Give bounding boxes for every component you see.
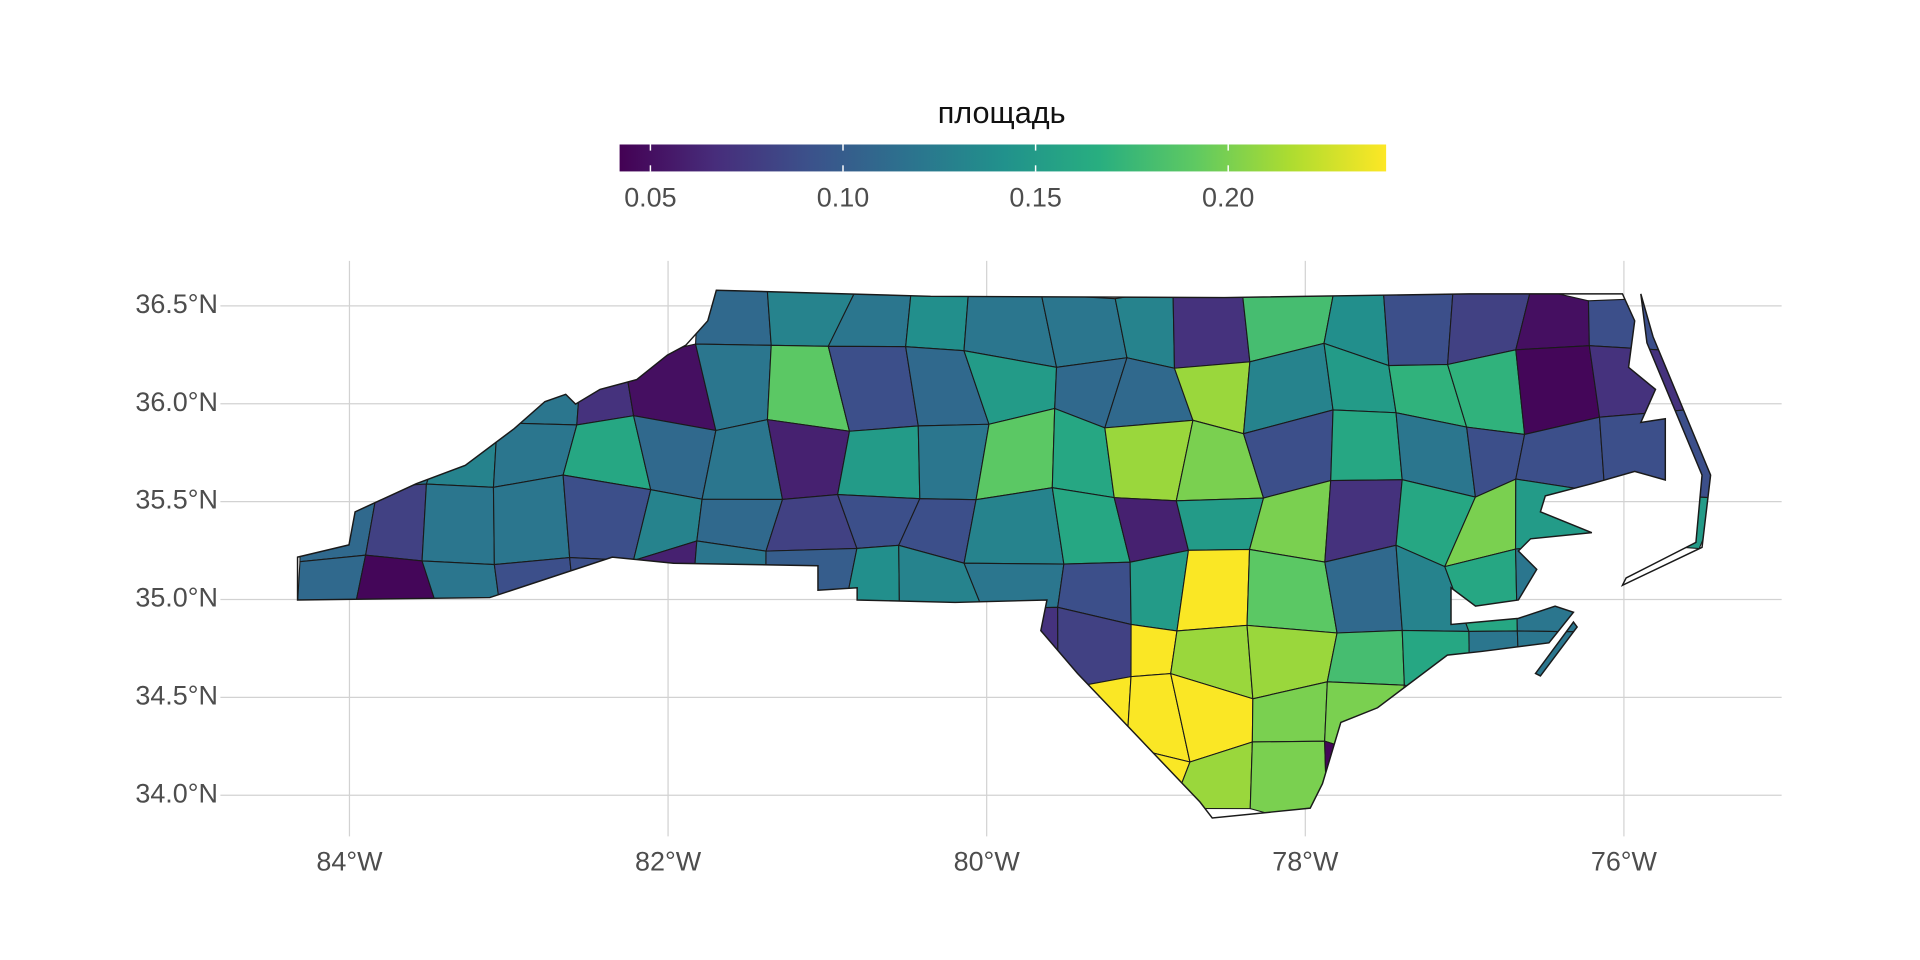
y-tick-label: 35.5°N [135,485,218,515]
county [364,483,427,562]
x-tick-label: 80°W [954,846,1021,876]
colorbar-label: 0.20 [1202,183,1254,213]
x-tick-label: 76°W [1591,846,1658,876]
county [1324,681,1406,762]
county [1468,630,1520,700]
legend: 0.05 0.10 0.15 0.20 [619,144,1387,213]
county [576,359,635,426]
legend-title: площадь [938,96,1066,130]
county [492,474,571,566]
county [1587,294,1711,354]
colorbar-label: 0.05 [624,183,676,213]
county [421,483,495,566]
county [493,556,577,617]
county [1326,629,1405,686]
y-tick-label: 35.0°N [135,583,218,613]
colorbar-label: 0.10 [817,183,869,213]
county [1040,293,1128,368]
county [1172,290,1251,369]
county [1324,740,1393,818]
county [963,487,1065,565]
colorbar [619,144,1387,172]
x-tick-label: 78°W [1272,846,1339,876]
x-tick-label: 82°W [635,846,702,876]
county [694,290,772,346]
county [1249,740,1328,818]
county [1176,548,1251,632]
county [299,475,379,563]
state-outline [296,289,1712,819]
county [689,540,767,632]
county [1515,478,1607,550]
y-tick-label: 36.5°N [135,289,218,319]
county [981,606,1059,700]
x-tick-label: 84°W [316,846,383,876]
county [1130,623,1178,678]
counties [297,290,1711,818]
state-border [296,289,1667,819]
county [1246,548,1338,634]
state-border [1620,293,1712,587]
y-tick-label: 34.5°N [135,680,218,710]
county [421,560,502,630]
county [425,422,498,488]
county [1109,745,1191,818]
county [1515,541,1614,633]
county [496,350,582,426]
y-tick-label: 34.0°N [135,778,218,808]
county [1057,675,1132,754]
county [297,554,367,631]
state-border [1534,620,1579,677]
county [1175,497,1265,551]
county [350,411,445,488]
county [836,425,921,500]
colorbar-label: 0.15 [1009,183,1061,213]
county [1516,630,1614,681]
county [765,547,858,632]
y-tick-label: 36.0°N [135,387,218,417]
county [766,418,851,501]
county [1382,290,1455,367]
county [1330,409,1403,482]
